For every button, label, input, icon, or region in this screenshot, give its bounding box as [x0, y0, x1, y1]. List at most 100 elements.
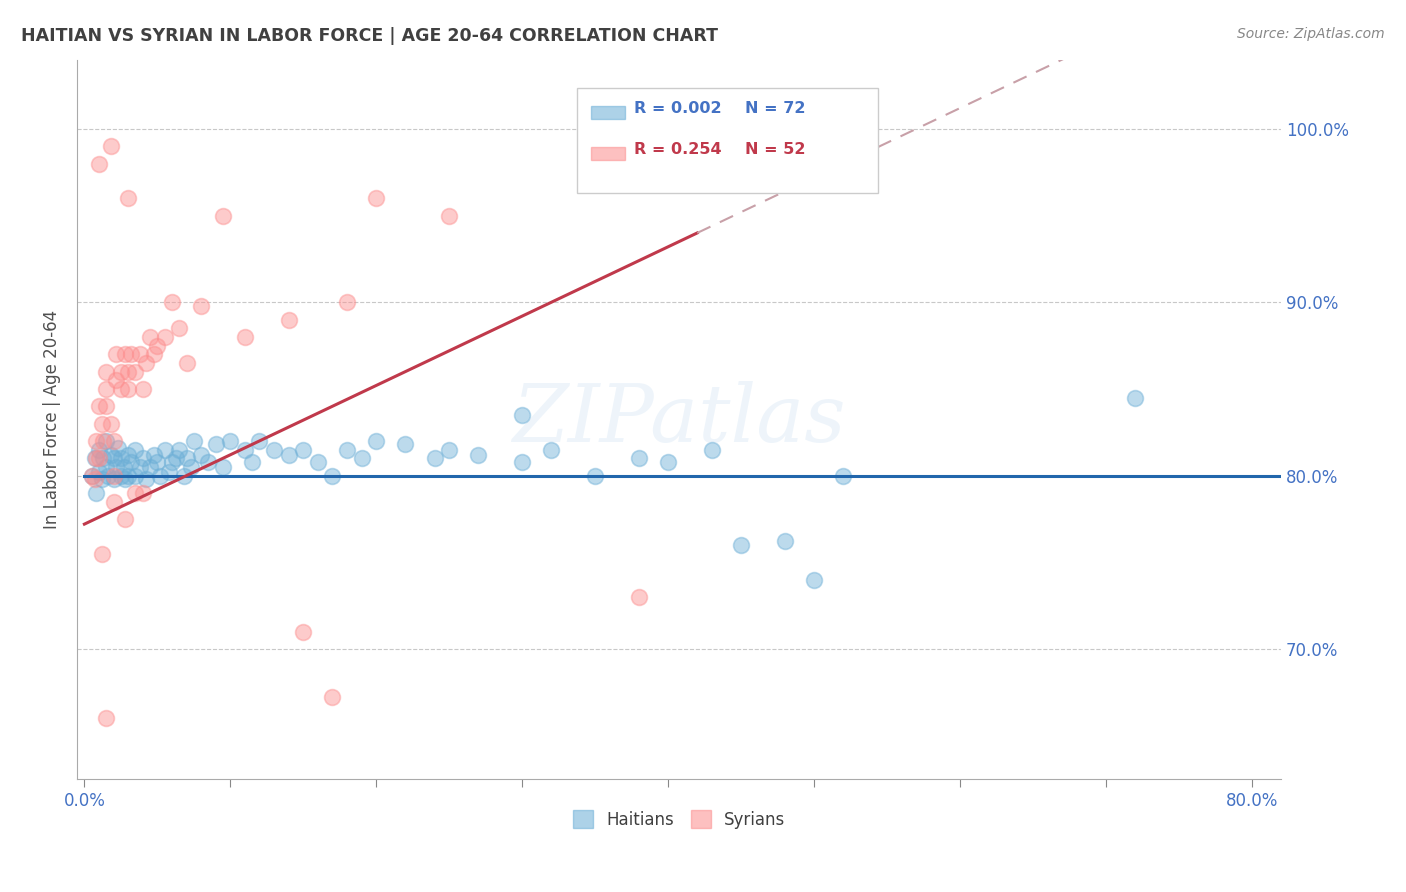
Point — [84, 486, 107, 500]
Point — [143, 347, 166, 361]
Point — [87, 156, 110, 170]
Point — [366, 434, 388, 448]
Point — [103, 472, 125, 486]
Point — [292, 442, 315, 457]
Point — [83, 472, 105, 486]
Point — [100, 448, 122, 462]
Point — [160, 295, 183, 310]
Point — [105, 459, 128, 474]
Point — [627, 451, 650, 466]
Point — [132, 382, 155, 396]
Point — [96, 382, 118, 396]
Point — [100, 417, 122, 431]
Point — [124, 442, 146, 457]
Point — [1123, 391, 1146, 405]
Point — [114, 347, 136, 361]
Point — [423, 451, 446, 466]
Point — [277, 448, 299, 462]
Point — [96, 434, 118, 448]
Point — [117, 365, 139, 379]
Point — [90, 472, 112, 486]
Point — [103, 451, 125, 466]
Point — [103, 434, 125, 448]
Point — [190, 448, 212, 462]
Point — [84, 434, 107, 448]
Point — [700, 442, 723, 457]
Point — [96, 459, 118, 474]
Point — [190, 299, 212, 313]
FancyBboxPatch shape — [591, 147, 624, 161]
Point — [336, 442, 359, 457]
Point — [132, 486, 155, 500]
FancyBboxPatch shape — [576, 88, 877, 193]
Text: N = 72: N = 72 — [745, 101, 806, 116]
Point — [105, 373, 128, 387]
Point — [467, 448, 489, 462]
Point — [110, 382, 132, 396]
Point — [96, 365, 118, 379]
FancyBboxPatch shape — [591, 106, 624, 120]
Point — [87, 399, 110, 413]
Point — [117, 468, 139, 483]
Point — [627, 590, 650, 604]
Point — [90, 417, 112, 431]
Point — [117, 382, 139, 396]
Point — [80, 468, 103, 483]
Point — [437, 442, 460, 457]
Point — [124, 365, 146, 379]
Point — [180, 459, 202, 474]
Point — [97, 468, 120, 483]
Point — [124, 486, 146, 500]
Point — [112, 459, 135, 474]
Point — [307, 455, 329, 469]
Point — [110, 365, 132, 379]
Point — [110, 451, 132, 466]
Point — [183, 434, 205, 448]
Point — [120, 347, 142, 361]
Point — [204, 437, 226, 451]
Point — [197, 455, 219, 469]
Point — [277, 312, 299, 326]
Point — [153, 330, 176, 344]
Point — [96, 711, 118, 725]
Point — [87, 465, 110, 479]
Point — [583, 468, 606, 483]
Point — [120, 455, 142, 469]
Point — [240, 455, 263, 469]
Point — [143, 448, 166, 462]
Point — [160, 455, 183, 469]
Point — [107, 441, 129, 455]
Point — [219, 434, 242, 448]
Point — [165, 451, 187, 466]
Point — [350, 451, 373, 466]
Point — [132, 451, 155, 466]
Point — [135, 472, 157, 486]
Text: R = 0.254: R = 0.254 — [634, 142, 723, 157]
Point — [128, 347, 150, 361]
Point — [153, 442, 176, 457]
Point — [96, 399, 118, 413]
Point — [135, 356, 157, 370]
Text: N = 52: N = 52 — [745, 142, 806, 157]
Point — [437, 209, 460, 223]
Point — [114, 472, 136, 486]
Point — [803, 573, 825, 587]
Point — [263, 442, 285, 457]
Point — [730, 538, 752, 552]
Point — [510, 455, 533, 469]
Point — [233, 330, 256, 344]
Text: HAITIAN VS SYRIAN IN LABOR FORCE | AGE 20-64 CORRELATION CHART: HAITIAN VS SYRIAN IN LABOR FORCE | AGE 2… — [21, 27, 718, 45]
Point — [176, 451, 198, 466]
Point — [80, 468, 103, 483]
Point — [117, 191, 139, 205]
Text: Source: ZipAtlas.com: Source: ZipAtlas.com — [1237, 27, 1385, 41]
Point — [103, 494, 125, 508]
Point — [336, 295, 359, 310]
Point — [100, 139, 122, 153]
Point — [321, 468, 343, 483]
Point — [510, 408, 533, 422]
Point — [117, 448, 139, 462]
Point — [105, 347, 128, 361]
Point — [146, 455, 169, 469]
Point — [212, 459, 235, 474]
